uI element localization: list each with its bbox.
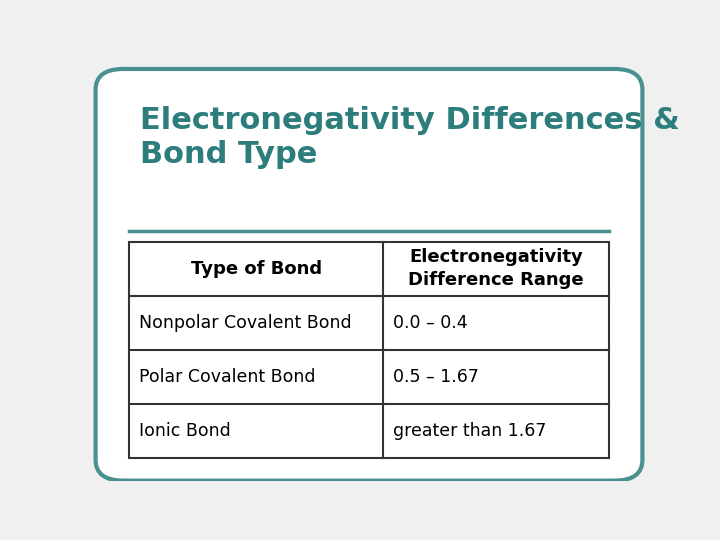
Text: Electronegativity
Difference Range: Electronegativity Difference Range — [408, 248, 584, 289]
Text: Type of Bond: Type of Bond — [191, 260, 322, 278]
Text: Polar Covalent Bond: Polar Covalent Bond — [139, 368, 315, 386]
Text: Ionic Bond: Ionic Bond — [139, 422, 231, 440]
Text: Nonpolar Covalent Bond: Nonpolar Covalent Bond — [139, 314, 352, 332]
FancyBboxPatch shape — [96, 69, 642, 481]
Text: greater than 1.67: greater than 1.67 — [393, 422, 546, 440]
Text: 0.5 – 1.67: 0.5 – 1.67 — [393, 368, 480, 386]
Text: Electronegativity Differences &
Bond Type: Electronegativity Differences & Bond Typ… — [140, 106, 680, 169]
Text: 0.0 – 0.4: 0.0 – 0.4 — [393, 314, 468, 332]
